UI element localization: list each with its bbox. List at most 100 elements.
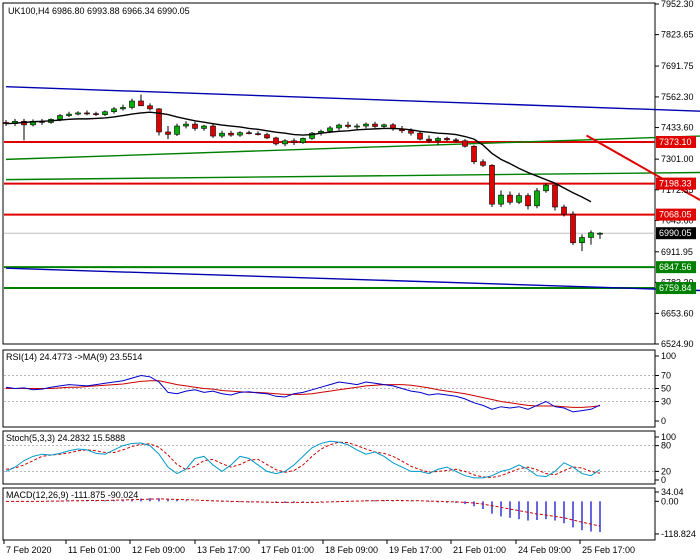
price-level-tag-5 bbox=[656, 282, 696, 295]
macd-pane: MACD(12,26,9) -111.875 -90.024 34.040.00… bbox=[2, 487, 696, 541]
price-tick-label-6: 7172.35 bbox=[661, 185, 694, 195]
candle-body-13 bbox=[120, 107, 126, 110]
time-axis: 7 Feb 2020 11 Feb 01:00 12 Feb 09:00 13 Feb… bbox=[3, 540, 635, 555]
macd-pane-frame bbox=[2, 487, 656, 541]
candle-body-31 bbox=[282, 140, 288, 145]
candle-body-66 bbox=[597, 232, 603, 235]
candle-body-21 bbox=[192, 123, 198, 129]
price-tick-label-0: 7952.30 bbox=[661, 0, 694, 9]
trend-line-0 bbox=[5, 86, 700, 112]
candle-body-17 bbox=[156, 108, 162, 133]
candle-body-51 bbox=[462, 140, 468, 147]
price-pane: UK100,H4 6986.80 6993.88 6966.34 6990.05… bbox=[2, 0, 700, 349]
candle-body-37 bbox=[336, 124, 342, 129]
candle-body-47 bbox=[426, 138, 432, 142]
price-tick-label-1: 7823.65 bbox=[661, 30, 694, 40]
candle-body-15 bbox=[138, 100, 144, 107]
price-level-tag-2 bbox=[656, 208, 696, 221]
x-tick-label-5: 18 Feb 09:00 bbox=[325, 545, 378, 555]
osc-tick-label-2-2: 20 bbox=[661, 466, 671, 476]
trend-line-2 bbox=[5, 135, 700, 161]
candle-body-60 bbox=[543, 184, 549, 192]
candle-body-32 bbox=[291, 140, 297, 144]
x-tick-label-7: 21 Feb 01:00 bbox=[453, 545, 506, 555]
osc-tick-label-2-0: 100 bbox=[661, 432, 676, 442]
candle-body-36 bbox=[327, 127, 333, 132]
candle-body-18 bbox=[165, 131, 171, 135]
candle-body-40 bbox=[363, 123, 369, 127]
price-tick-label-3: 7562.30 bbox=[661, 92, 694, 102]
osc-tick-label-1-2: 50 bbox=[661, 384, 671, 394]
osc-series-2-0 bbox=[5, 441, 601, 478]
x-tick-label-3: 13 Feb 17:00 bbox=[197, 545, 250, 555]
trend-line-3 bbox=[5, 171, 700, 181]
candle-body-33 bbox=[300, 138, 306, 144]
candle-body-24 bbox=[219, 132, 225, 137]
price-tick-label-8: 6911.95 bbox=[661, 247, 693, 257]
price-level-tag-4 bbox=[656, 261, 696, 274]
candle-body-52 bbox=[471, 145, 477, 163]
candle-body-6 bbox=[57, 115, 63, 120]
candle-body-8 bbox=[75, 112, 81, 115]
price-level-tag-label-4: 6847.56 bbox=[659, 262, 692, 272]
candle-body-58 bbox=[525, 195, 531, 207]
x-tick-label-6: 19 Feb 17:00 bbox=[389, 545, 442, 555]
price-level-tag-label-2: 7068.05 bbox=[659, 210, 692, 220]
candle-body-25 bbox=[228, 132, 234, 136]
osc-series-1-0 bbox=[6, 380, 601, 408]
price-tick-label-11: 6524.90 bbox=[661, 339, 694, 349]
osc-tick-label-1-1: 70 bbox=[661, 371, 671, 381]
candle-body-56 bbox=[507, 194, 513, 203]
candle-body-54 bbox=[489, 165, 495, 205]
candle-body-50 bbox=[453, 139, 459, 142]
candle-body-59 bbox=[534, 190, 540, 207]
candle-body-16 bbox=[147, 105, 153, 110]
osc-series-1-1 bbox=[5, 374, 601, 413]
macd-tick-label-1: 0.00 bbox=[661, 496, 679, 506]
candle-body-11 bbox=[102, 111, 108, 115]
price-level-tag-3 bbox=[656, 227, 696, 240]
candle-body-29 bbox=[264, 134, 270, 139]
x-tick-label-9: 25 Feb 17:00 bbox=[582, 545, 635, 555]
trend-line-1 bbox=[5, 267, 700, 292]
price-tick-label-10: 6653.60 bbox=[661, 308, 694, 318]
candle-body-27 bbox=[246, 132, 252, 134]
x-tick-label-2: 12 Feb 09:00 bbox=[132, 545, 185, 555]
candle-body-39 bbox=[354, 125, 360, 128]
candle-body-38 bbox=[345, 124, 351, 127]
stoch-pane-frame bbox=[2, 430, 656, 485]
candle-body-65 bbox=[588, 232, 594, 238]
price-tick-label-4: 7433.60 bbox=[661, 123, 694, 133]
candle-body-7 bbox=[66, 113, 72, 116]
osc-tick-label-2-3: 0 bbox=[661, 475, 666, 485]
price-level-tag-0 bbox=[656, 135, 696, 148]
osc-tick-label-1-0: 100 bbox=[661, 351, 676, 361]
osc-tick-label-1-3: 30 bbox=[661, 397, 671, 407]
x-tick-label-1: 11 Feb 01:00 bbox=[68, 545, 120, 555]
x-tick-label-4: 17 Feb 01:00 bbox=[261, 545, 314, 555]
candle-body-12 bbox=[111, 108, 117, 113]
osc-tick-label-2-1: 80 bbox=[661, 441, 671, 451]
candle-body-63 bbox=[570, 213, 576, 244]
candle-body-20 bbox=[183, 123, 189, 127]
rsi-pane: RSI(14) 24.4773 ->MA(9) 23.5514 100 70 50 3… bbox=[2, 349, 676, 428]
price-tick-label-5: 7301.00 bbox=[661, 154, 694, 164]
x-tick-label-0: 7 Feb 2020 bbox=[6, 545, 52, 555]
price-level-tag-1 bbox=[656, 177, 696, 190]
candle-body-9 bbox=[84, 112, 90, 115]
candle-body-61 bbox=[552, 184, 558, 208]
macd-title: MACD(12,26,9) -111.875 -90.024 bbox=[6, 490, 138, 500]
price-level-tag-label-0: 7373.10 bbox=[659, 137, 692, 147]
candle-body-22 bbox=[201, 125, 207, 129]
candle-body-41 bbox=[372, 123, 378, 127]
osc-series-2-1 bbox=[5, 440, 601, 479]
candle-body-62 bbox=[561, 206, 567, 215]
candle-body-42 bbox=[381, 124, 387, 127]
rsi-title: RSI(14) 24.4773 ->MA(9) 23.5514 bbox=[6, 352, 142, 362]
candle-body-49 bbox=[444, 138, 450, 141]
candle-body-28 bbox=[255, 133, 261, 135]
candle-body-14 bbox=[129, 100, 135, 108]
osc-tick-label-1-4: 0 bbox=[661, 416, 666, 426]
